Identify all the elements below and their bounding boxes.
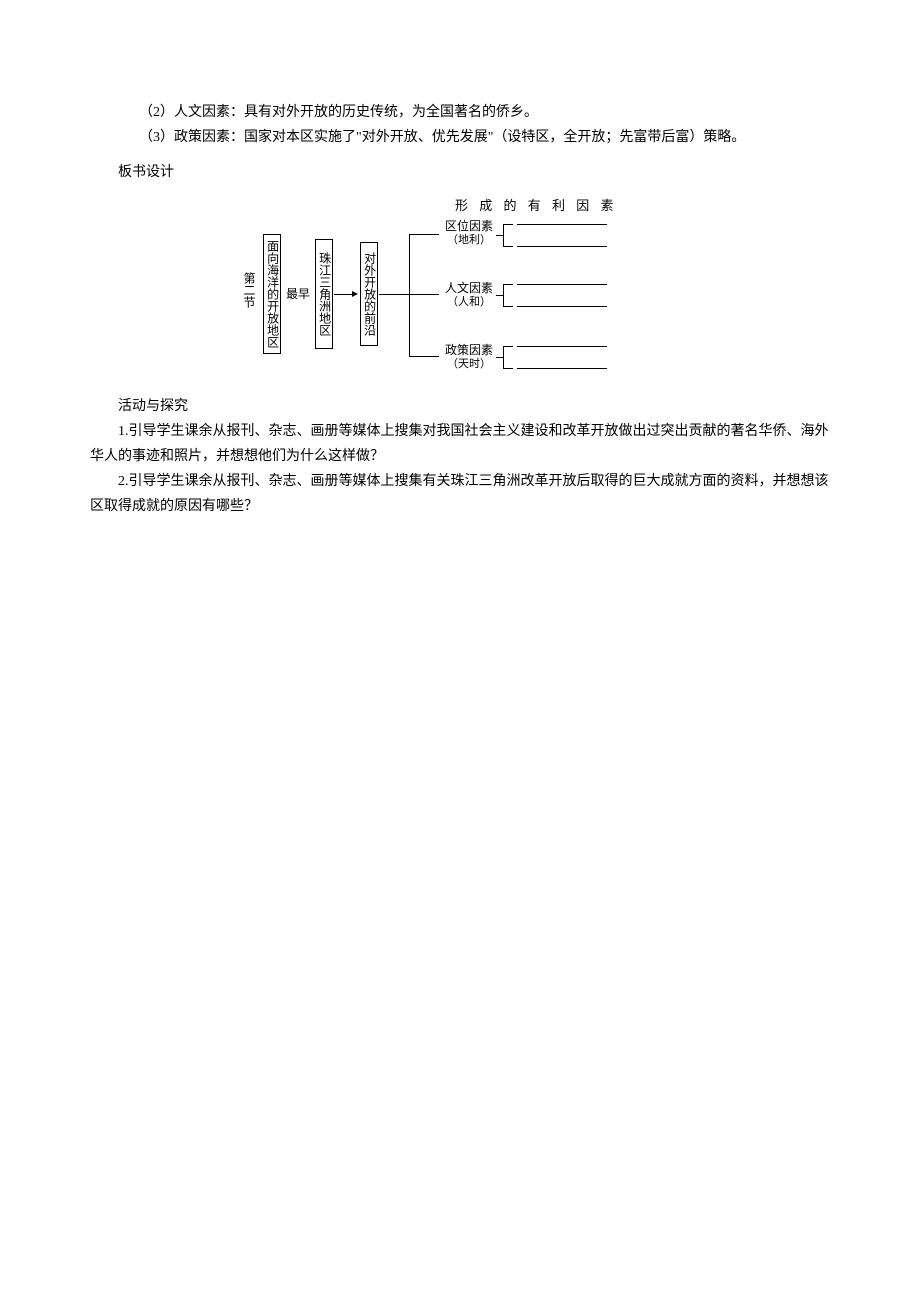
diagram-factor-3: 政策因素 （天时）	[445, 344, 493, 370]
diagram-f1-brace-v	[503, 224, 504, 246]
activity-item-1: 1.引导学生课余从报刊、杂志、画册等媒体上搜集对我国社会主义建设和改革开放做出过…	[90, 419, 830, 469]
diagram-f3-blank-2	[517, 368, 607, 369]
diagram-arrow-2	[352, 291, 358, 297]
diagram-f3-brace-trunk	[496, 357, 503, 358]
paragraph-policy-factor: （3）政策因素：国家对本区实施了"对外开放、优先发展"（设特区，全开放；先富带后…	[90, 125, 830, 150]
diagram-f2-brace-v	[503, 284, 504, 306]
diagram-f1-blank-1	[517, 224, 607, 225]
diagram-box-2: 珠江三角洲地区	[315, 239, 333, 349]
diagram-factor-3-sub: （天时）	[447, 358, 491, 370]
diagram-f3-brace-v	[503, 346, 504, 368]
diagram-connector-line-2	[334, 294, 352, 295]
diagram-factor-3-main: 政策因素	[445, 343, 493, 357]
diagram-factor-2-sub: （人和）	[447, 296, 491, 308]
paragraph-humanistic-factor: （2）人文因素：具有对外开放的历史传统，为全国著名的侨乡。	[90, 100, 830, 125]
diagram-container: 形 成 的 有 利 因 素 第二节 面向海洋的开放地区 最早 珠江三角洲地区 对…	[90, 194, 830, 384]
diagram-f2-blank-2	[517, 306, 607, 307]
diagram-f2-brace-trunk	[496, 295, 503, 296]
diagram-factor-1: 区位因素 （地利）	[445, 220, 493, 246]
diagram-factor-2-main: 人文因素	[445, 281, 493, 295]
diagram-f1-blank-2	[517, 246, 607, 247]
diagram-f3-brace-top	[503, 346, 513, 347]
board-design-title: 板书设计	[90, 160, 830, 185]
diagram-f3-brace-bot	[503, 368, 513, 369]
diagram-f2-brace-bot	[503, 306, 513, 307]
diagram: 形 成 的 有 利 因 素 第二节 面向海洋的开放地区 最早 珠江三角洲地区 对…	[235, 194, 685, 384]
diagram-factor-1-main: 区位因素	[445, 219, 493, 233]
diagram-branch-3	[409, 356, 439, 357]
diagram-trunk-line	[379, 294, 409, 295]
diagram-f1-brace-bot	[503, 246, 513, 247]
diagram-f1-brace-trunk	[496, 235, 503, 236]
diagram-f1-brace-top	[503, 224, 513, 225]
diagram-left-label: 第二节	[243, 272, 255, 308]
diagram-branch-2	[409, 294, 439, 295]
diagram-factor-2: 人文因素 （人和）	[445, 282, 493, 308]
diagram-box-1: 面向海洋的开放地区	[263, 234, 281, 354]
diagram-f3-blank-1	[517, 346, 607, 347]
diagram-title: 形 成 的 有 利 因 素	[455, 194, 618, 217]
diagram-f2-blank-1	[517, 284, 607, 285]
activity-item-2: 2.引导学生课余从报刊、杂志、画册等媒体上搜集有关珠江三角洲改革开放后取得的巨大…	[90, 469, 830, 519]
diagram-factor-1-sub: （地利）	[447, 234, 491, 246]
diagram-box-3: 对外开放的前沿	[360, 242, 378, 346]
diagram-branch-vertical	[409, 234, 410, 356]
diagram-f2-brace-top	[503, 284, 513, 285]
diagram-branch-1	[409, 234, 439, 235]
activity-title: 活动与探究	[90, 394, 830, 419]
diagram-mid-label: 最早	[286, 288, 310, 300]
